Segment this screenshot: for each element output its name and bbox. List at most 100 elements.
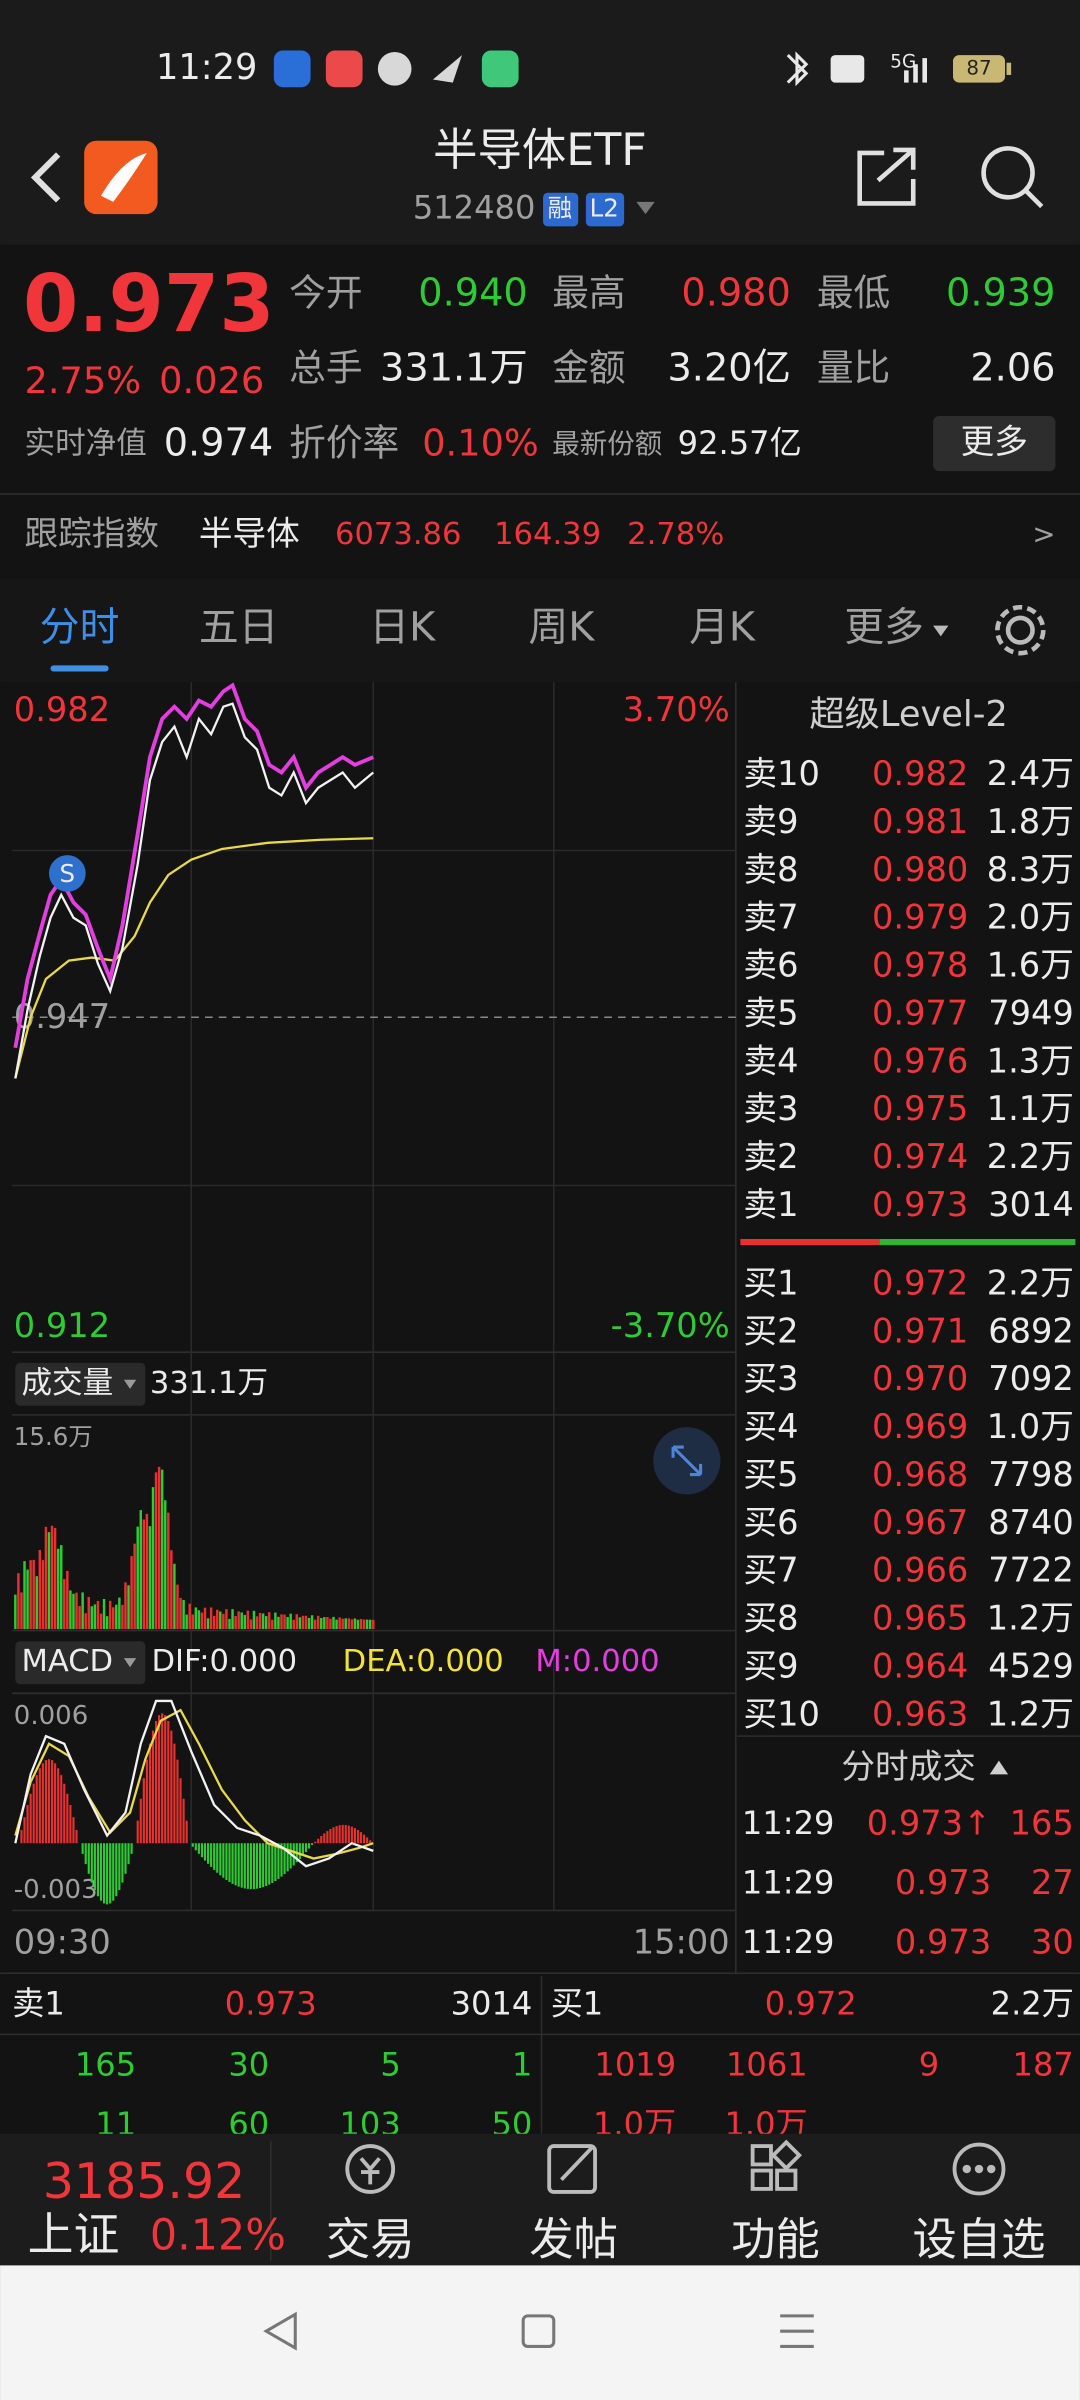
ask-price: 0.982 <box>872 754 968 793</box>
more-button-label[interactable]: 更多 <box>961 422 1028 461</box>
bid-label: 买1 <box>743 1263 798 1302</box>
tab[interactable]: 月K <box>689 605 756 651</box>
app-logo <box>84 140 158 215</box>
trade-time: 11:29 <box>742 1804 835 1842</box>
bid-label: 买7 <box>743 1551 798 1590</box>
status-network: 5G <box>890 52 916 73</box>
expand-icon[interactable] <box>671 1445 703 1477</box>
bid-price: 0.970 <box>872 1359 968 1398</box>
ask-volume: 7949 <box>988 993 1074 1032</box>
index-change[interactable]: 0.12% <box>150 2210 286 2260</box>
bid-volume: 4529 <box>988 1646 1074 1685</box>
ask-volume: 1.8万 <box>987 802 1074 841</box>
status-time: 11:29 <box>156 47 257 88</box>
sys-menu[interactable] <box>780 2314 814 2348</box>
dropdown-icon <box>123 1658 137 1668</box>
tab-indicator <box>50 665 109 672</box>
tab[interactable]: 分时 <box>40 605 120 651</box>
settings-button[interactable] <box>995 604 1046 656</box>
ask-volume: 3014 <box>451 1984 533 2022</box>
sys-back[interactable] <box>263 2311 297 2351</box>
nav-item[interactable]: 发帖 <box>529 2214 618 2265</box>
trade-price: 0.973 <box>895 1863 991 1902</box>
stat-label: 最新份额 <box>552 428 662 460</box>
ask-label: 卖6 <box>743 946 798 985</box>
nav-label: 实时净值 <box>25 427 147 462</box>
badge: L2 <box>590 194 619 223</box>
bid-volume: 7722 <box>988 1551 1074 1590</box>
bid-detail: 1.0万 <box>593 2105 676 2143</box>
tracking-arrow[interactable]: > <box>1032 518 1055 550</box>
trade-marker[interactable] <box>48 855 86 892</box>
back-button[interactable] <box>30 152 61 203</box>
ask-detail: 5 <box>380 2046 400 2084</box>
volume-selector[interactable] <box>15 1362 146 1406</box>
ask-detail: 103 <box>340 2105 401 2143</box>
volume-bars <box>14 1466 375 1630</box>
status-battery: 87 <box>966 56 991 79</box>
tracking-label: 跟踪指数 <box>25 514 160 553</box>
ask-price: 0.976 <box>872 1041 968 1080</box>
tracking-name: 半导体 <box>199 514 300 553</box>
bid-label: 买9 <box>743 1646 798 1685</box>
share-button[interactable] <box>857 147 916 206</box>
tab[interactable]: 日K <box>369 605 436 651</box>
trade-price: 0.973↑ <box>867 1803 992 1842</box>
macd-label[interactable]: MACD <box>21 1644 113 1679</box>
trade-volume: 27 <box>1031 1863 1074 1902</box>
sys-home[interactable] <box>521 2314 556 2348</box>
nav-item[interactable]: 设自选 <box>912 2214 1045 2265</box>
header-bg <box>0 0 1080 245</box>
last-price: 0.973 <box>23 257 275 350</box>
dropdown-icon <box>123 1379 137 1389</box>
trades-title[interactable]: 分时成交 <box>841 1747 976 1786</box>
stock-title: 半导体ETF <box>433 125 647 176</box>
nav-item[interactable]: 交易 <box>326 2214 415 2265</box>
bid-volume: 8740 <box>988 1503 1074 1542</box>
search-button[interactable] <box>981 146 1044 209</box>
trade-price: 0.973 <box>895 1923 991 1962</box>
bid-label: 买3 <box>743 1359 798 1398</box>
bid-volume: 2.2万 <box>991 1984 1074 2022</box>
index-name[interactable]: 上证 <box>28 2207 120 2261</box>
index-value[interactable]: 3185.92 <box>43 2153 245 2210</box>
ask-price: 0.978 <box>872 946 968 985</box>
time-axis-label: 09:30 <box>14 1923 111 1962</box>
bid-volume: 1.2万 <box>987 1599 1074 1638</box>
system-nav <box>0 2265 1080 2400</box>
bid-price: 0.972 <box>765 1984 857 2022</box>
tab[interactable]: 周K <box>528 605 595 651</box>
more-button[interactable] <box>933 416 1056 472</box>
bid-label: 买1 <box>551 1984 604 2022</box>
bid-price: 0.964 <box>872 1646 968 1685</box>
nav-item[interactable]: 功能 <box>731 2214 820 2265</box>
ask-price: 0.975 <box>872 1089 968 1128</box>
bid-detail: 187 <box>1013 2046 1074 2084</box>
macd-dea: DEA:0.000 <box>343 1644 504 1679</box>
order-book-title: 超级Level-2 <box>810 694 1008 735</box>
tracking-change-pct: 2.78% <box>627 517 724 552</box>
indicator-selector[interactable] <box>15 1641 146 1685</box>
trade-volume: 30 <box>1031 1923 1074 1962</box>
code-dropdown[interactable] <box>636 201 655 215</box>
tracking-change: 164.39 <box>494 517 601 552</box>
stock-code: 512480 <box>413 189 536 227</box>
ask-label: 卖10 <box>743 754 819 793</box>
stat-value: 0.980 <box>681 272 790 316</box>
tab[interactable]: 更多 <box>844 605 924 651</box>
bid-price: 0.972 <box>872 1263 968 1302</box>
ask-price: 0.980 <box>872 850 968 889</box>
bid-volume: 1.2万 <box>987 1694 1074 1733</box>
bid-price: 0.968 <box>872 1455 968 1494</box>
tab-dropdown[interactable] <box>933 625 949 637</box>
ask-label: 卖3 <box>743 1089 798 1128</box>
trade-marker-label[interactable]: S <box>60 859 76 888</box>
macd-dif: DIF:0.000 <box>151 1644 297 1679</box>
volume-label[interactable]: 成交量 <box>21 1366 113 1401</box>
stat-label: 量比 <box>817 347 890 390</box>
tab[interactable]: 五日 <box>199 605 279 651</box>
ask-volume: 1.3万 <box>987 1041 1074 1080</box>
macd-dif-line <box>14 1699 374 1868</box>
